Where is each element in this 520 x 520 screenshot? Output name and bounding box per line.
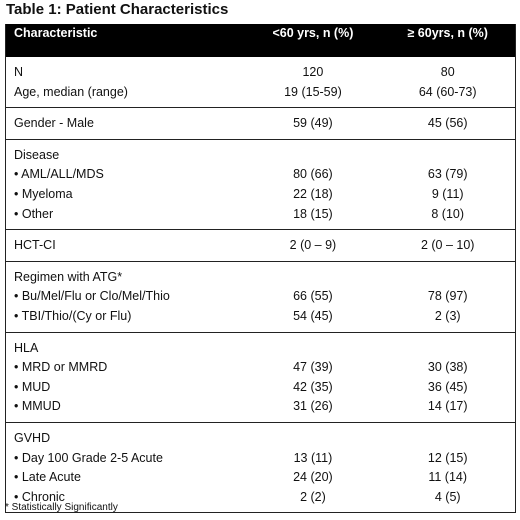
value-under-60: 80 (66) [293,167,333,182]
row-label: N [14,65,24,79]
table-row: • Myeloma 22 (18) 9 (11) [6,185,516,205]
value-60-plus: 64 (60-73) [380,82,516,109]
value-under-60: 31 (26) [245,397,381,423]
value-under-60: 42 (35) [293,379,333,394]
table-row: HCT-CI 2 (0 – 9) 2 (0 – 10) [5,229,516,262]
row-label: • AML/ALL/MDS [14,167,104,182]
row-label: • Late Acute [14,470,81,485]
value-60-plus: 8 (10) [380,204,516,231]
value-60-plus: 12 (15) [427,450,468,465]
table-row: • Day 100 Grade 2-5 Acute 13 (11) 12 (15) [6,449,516,469]
row-label: HLA [14,340,39,355]
row-label: • Bu/Mel/Flu or Clo/Mel/Thio [14,289,170,304]
row-label: Gender - Male [5,107,246,140]
value-under-60 [245,261,380,287]
patient-characteristics-table: Characteristic <60 yrs, n (%) ≥ 60yrs, n… [5,24,516,514]
row-label: • MMUD [5,397,246,423]
value-under-60 [245,332,380,358]
table-row: GVHD [6,422,516,448]
value-under-60: 22 (18) [293,186,333,201]
row-label: • MUD [14,379,51,394]
value-under-60: 13 (11) [293,450,333,465]
footnote: * Statistically Significantly [5,502,118,513]
value-under-60: 59 (49) [245,107,381,140]
table-row: HLA [6,332,516,358]
value-60-plus [380,139,515,165]
value-under-60: 2 (2) [245,487,381,514]
value-under-60: 66 (55) [293,289,333,304]
value-under-60: 2 (0 – 9) [245,229,381,262]
value-60-plus: 14 (17) [380,397,516,423]
value-60-plus: 2 (3) [380,306,516,333]
value-under-60: 120 [302,65,324,79]
value-60-plus: 2 (0 – 10) [380,229,516,262]
value-under-60: 18 (15) [245,204,381,231]
table-row: • AML/ALL/MDS 80 (66) 63 (79) [6,165,516,185]
table-row: • MRD or MMRD 47 (39) 30 (38) [6,358,516,378]
header-under-60: <60 yrs, n (%) [245,24,381,57]
table-row: • Other 18 (15) 8 (10) [5,204,516,231]
table-body: N 120 80 Age, median (range) 19 (15-59) 64 (6… [5,57,516,514]
value-under-60: 19 (15-59) [245,82,381,109]
value-under-60: 24 (20) [293,470,333,485]
table-row: • MMUD 31 (26) 14 (17) [5,397,516,423]
value-60-plus: 4 (5) [380,487,516,514]
row-label: • Day 100 Grade 2-5 Acute [14,450,163,465]
table-row: • MUD 42 (35) 36 (45) [6,378,516,398]
value-60-plus: 45 (56) [380,107,516,140]
value-60-plus: 63 (79) [427,167,468,182]
value-60-plus: 80 [440,65,455,79]
row-label: • Other [5,204,246,231]
table-row: • Chronic 2 (2) 4 (5) [5,487,516,514]
value-under-60: 47 (39) [293,360,333,375]
header-row: Characteristic <60 yrs, n (%) ≥ 60yrs, n… [5,24,516,57]
table-row: Gender - Male 59 (49) 45 (56) [5,107,516,140]
row-label: • Chronic [5,487,246,514]
table-row: Disease [6,139,516,165]
table-row: • Late Acute 24 (20) 11 (14) [6,468,516,488]
value-60-plus: 9 (11) [431,186,464,201]
table-row: • Bu/Mel/Flu or Clo/Mel/Thio 66 (55) 78 (9… [6,287,516,307]
row-label: • MRD or MMRD [14,360,108,375]
value-60-plus [380,332,515,358]
table-title: Table 1: Patient Characteristics [6,1,229,18]
row-label: Disease [14,147,60,162]
row-label: • TBI/Thio/(Cy or Flu) [5,306,246,333]
row-label: GVHD [14,430,51,445]
row-label: • Myeloma [14,186,73,201]
table-row: Age, median (range) 19 (15-59) 64 (60-73) [5,82,516,109]
value-under-60: 54 (45) [245,306,381,333]
row-label: Regimen with ATG* [14,269,123,284]
value-60-plus [380,261,515,287]
row-label: HCT-CI [5,229,246,262]
value-60-plus: 78 (97) [427,289,468,304]
header-60-plus: ≥ 60yrs, n (%) [380,24,516,57]
table-row: • TBI/Thio/(Cy or Flu) 54 (45) 2 (3) [5,306,516,333]
table-row: N 120 80 [6,57,516,83]
value-60-plus: 36 (45) [427,379,468,394]
row-label: Age, median (range) [5,82,246,109]
value-under-60 [245,422,380,448]
table-row: Regimen with ATG* [6,261,516,287]
header-characteristic: Characteristic [5,24,246,57]
value-under-60 [245,139,380,165]
value-60-plus [380,422,515,448]
value-60-plus: 30 (38) [427,360,468,375]
value-60-plus: 11 (14) [428,470,468,485]
